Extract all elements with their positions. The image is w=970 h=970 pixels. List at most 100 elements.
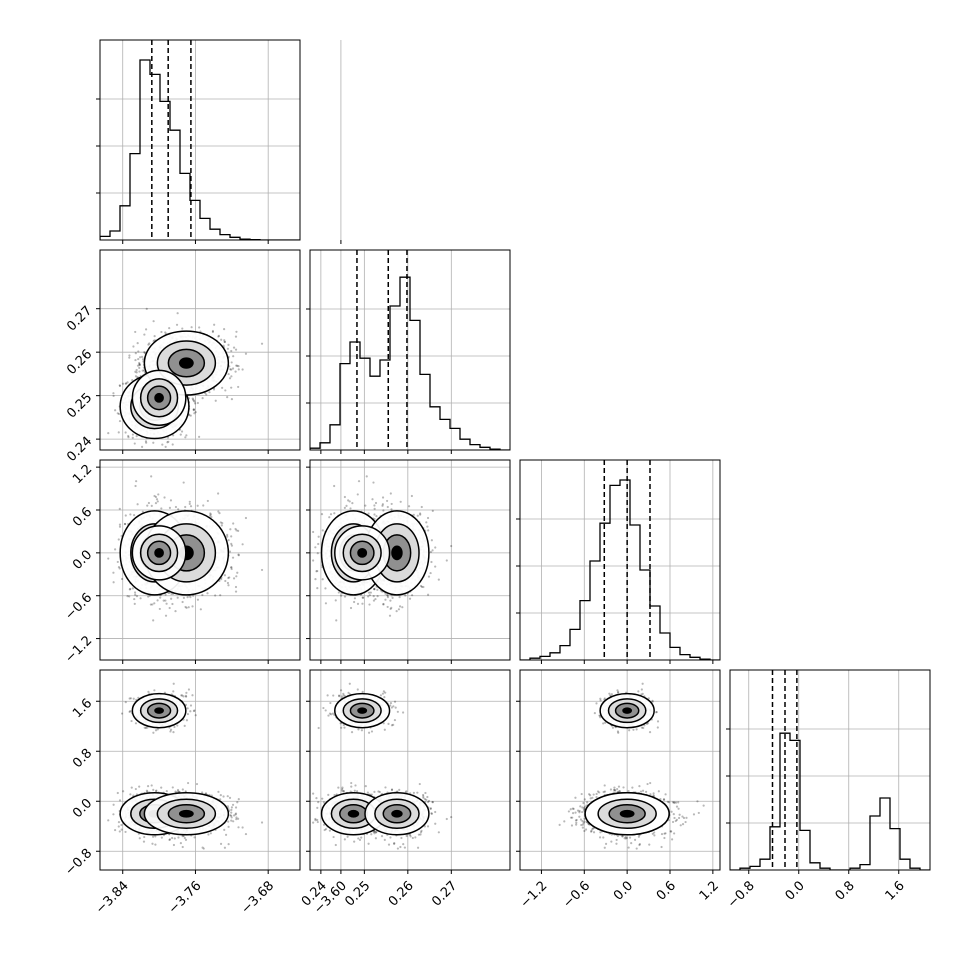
sample-point	[131, 436, 134, 439]
sample-point	[144, 440, 148, 443]
sample-point	[241, 543, 244, 546]
sample-point	[230, 566, 233, 569]
sample-point	[114, 548, 117, 551]
sample-point	[179, 433, 182, 436]
sample-point	[161, 443, 164, 446]
sample-point	[168, 606, 171, 610]
sample-point	[123, 522, 127, 526]
sample-point	[205, 393, 208, 396]
sample-point	[181, 327, 184, 330]
sample-point	[218, 512, 221, 515]
sample-point	[133, 602, 136, 605]
panel-1-0	[96, 249, 342, 454]
sample-point	[226, 581, 230, 585]
sample-point	[129, 587, 132, 591]
sample-point	[139, 597, 142, 600]
sample-point	[231, 556, 235, 559]
sample-point	[190, 326, 193, 329]
sample-point	[196, 598, 200, 601]
sample-point	[230, 397, 234, 401]
sample-point	[145, 307, 148, 310]
sample-point	[235, 330, 238, 333]
sample-point	[117, 538, 120, 541]
sample-point	[230, 567, 233, 571]
sample-point	[192, 408, 196, 411]
sample-point	[135, 480, 138, 483]
sample-point	[118, 384, 122, 388]
sample-point	[133, 514, 136, 517]
sample-point	[412, 513, 415, 516]
sample-point	[156, 500, 159, 503]
panel-frame	[309, 249, 511, 451]
sample-point	[176, 312, 179, 315]
sample-point	[198, 326, 201, 329]
sample-point	[230, 542, 233, 545]
sample-point	[180, 430, 184, 433]
sample-point	[184, 505, 187, 509]
sample-point	[118, 523, 122, 526]
sample-point	[117, 431, 120, 434]
sample-point	[135, 594, 139, 598]
sample-point	[124, 382, 127, 385]
sample-point	[232, 577, 236, 580]
sample-point	[211, 329, 215, 333]
sample-point	[335, 619, 338, 622]
sample-point	[221, 386, 224, 389]
sample-point	[125, 382, 128, 385]
sample-point	[230, 368, 233, 371]
sample-point	[126, 381, 129, 384]
sample-point	[131, 379, 134, 382]
sample-point	[168, 327, 171, 330]
sample-point	[118, 525, 122, 528]
sample-point	[237, 365, 240, 368]
sample-point	[381, 496, 385, 499]
sample-point	[220, 578, 223, 581]
panel-frame	[99, 39, 301, 241]
sample-point	[112, 581, 115, 584]
sample-point	[169, 499, 173, 502]
sample-point	[138, 361, 141, 365]
histogram-1	[310, 276, 510, 450]
sample-point	[162, 599, 165, 602]
sample-point	[148, 342, 151, 345]
sample-point	[372, 481, 375, 484]
sample-point	[241, 368, 244, 371]
sample-point	[168, 591, 171, 594]
sample-point	[138, 370, 141, 373]
sample-point	[206, 592, 209, 595]
sample-point	[174, 505, 178, 509]
sample-point	[399, 500, 402, 503]
sample-point	[361, 596, 364, 599]
sample-point	[425, 521, 428, 524]
sample-point	[147, 595, 150, 598]
sample-point	[227, 343, 230, 346]
sample-point	[188, 500, 191, 503]
sample-point	[235, 529, 238, 532]
sample-point	[128, 354, 131, 357]
sample-point	[224, 389, 227, 392]
sample-point	[217, 510, 220, 513]
sample-point	[386, 595, 390, 599]
sample-point	[164, 331, 167, 334]
sample-point	[381, 504, 384, 507]
sample-point	[137, 357, 140, 361]
sample-point	[227, 584, 230, 587]
sample-point	[186, 595, 189, 599]
sample-point	[361, 602, 364, 605]
sample-point	[317, 535, 320, 538]
sample-point	[118, 507, 121, 510]
sample-point	[187, 606, 190, 609]
sample-point	[214, 594, 217, 597]
panel-0-0	[96, 39, 342, 244]
sample-point	[121, 382, 125, 385]
sample-point	[404, 594, 407, 597]
sample-point	[192, 398, 195, 401]
sample-point	[388, 614, 392, 617]
sample-point	[138, 363, 141, 366]
sample-point	[141, 358, 145, 361]
sample-point	[143, 333, 146, 336]
sample-point	[116, 560, 119, 564]
sample-point	[151, 603, 154, 606]
sample-point	[133, 591, 137, 594]
